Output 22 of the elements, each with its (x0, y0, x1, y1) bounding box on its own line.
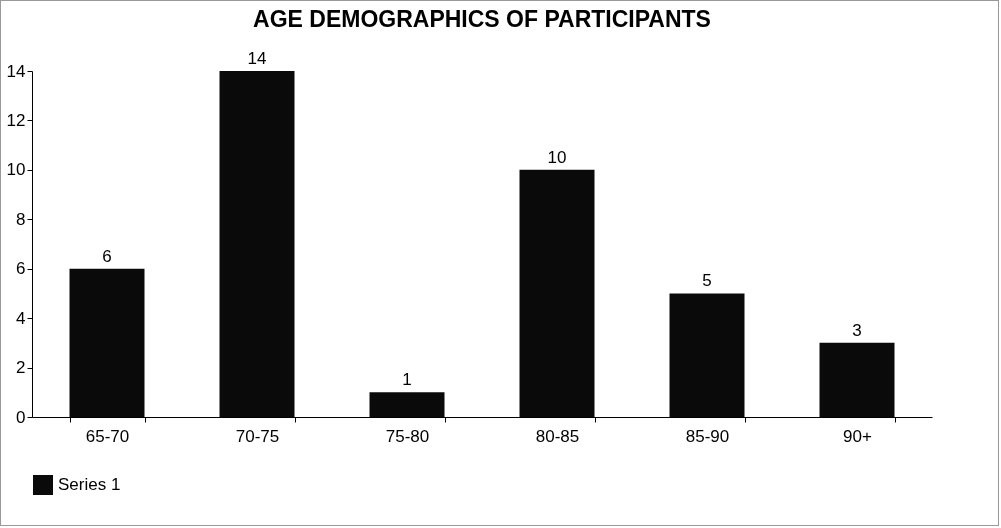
y-tick-label: 8 (16, 209, 26, 229)
data-label: 14 (247, 49, 267, 68)
legend-label: Series 1 (58, 475, 121, 494)
x-tick-label: 75-80 (385, 426, 430, 446)
y-tick-label: 0 (16, 407, 26, 427)
y-tick-label: 14 (6, 61, 26, 81)
y-tick-label: 2 (16, 358, 26, 378)
data-label: 1 (402, 370, 412, 390)
y-tick-label: 6 (16, 259, 26, 279)
data-label: 3 (852, 320, 862, 340)
data-label: 5 (702, 271, 712, 291)
x-tick-label: 80-85 (535, 426, 580, 446)
x-tick-label: 90+ (843, 426, 872, 446)
chart-title: AGE DEMOGRAPHICS OF PARTICIPANTS (253, 6, 711, 32)
y-tick-label: 4 (16, 308, 26, 328)
y-tick-label: 10 (6, 160, 26, 180)
x-tick-label: 65-70 (85, 426, 130, 446)
x-tick-label: 70-75 (235, 426, 280, 446)
data-label: 10 (547, 147, 567, 167)
y-tick-label: 12 (6, 110, 26, 130)
x-tick-label: 85-90 (685, 426, 730, 446)
data-label: 6 (102, 246, 112, 266)
